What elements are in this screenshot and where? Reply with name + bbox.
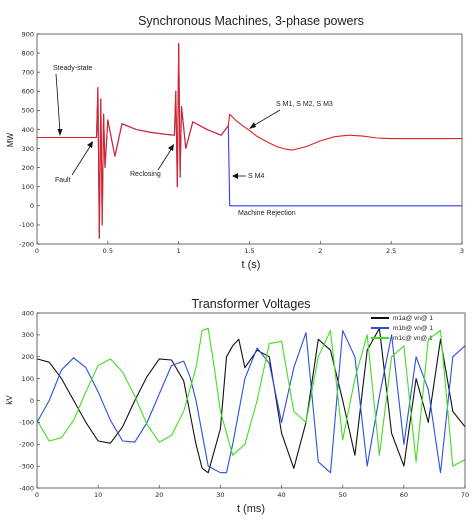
c2-series-line-2 <box>36 329 466 474</box>
c1-y-tick-label: 500 <box>22 107 34 115</box>
c2-series-line-1 <box>36 327 466 474</box>
c2-x-tick-label: 60 <box>400 491 408 499</box>
c1-y-tick-label: 700 <box>22 68 34 76</box>
annotation-machine-rejection: Machine Rejection <box>238 210 296 217</box>
chart1-x-axis: 0 0.5 1 1.5 2 2.5 3 <box>35 241 464 255</box>
c1-x-tick-label: 2 <box>318 247 322 255</box>
legend-label-m1c: m1c@ vn@ 1 <box>393 335 433 342</box>
arrowhead-fault <box>87 141 93 148</box>
c2-x-tick-label: 40 <box>277 491 285 499</box>
legend-label-m1b: m1b@ vn@ 1 <box>393 325 433 332</box>
c1-y-tick-label: 600 <box>22 88 34 96</box>
c2-y-tick-label: -200 <box>19 441 34 449</box>
c2-series-line-3 <box>36 327 466 467</box>
c2-x-tick-label: 30 <box>216 491 224 499</box>
c1-series-line-1 <box>37 42 462 239</box>
c1-x-tick-label: 1.5 <box>244 247 254 255</box>
chart-synchronous-machines: Synchronous Machines, 3-phase powers -20… <box>6 14 464 271</box>
arrow-sm123 <box>252 109 281 127</box>
annotation-fault: Fault <box>55 177 71 184</box>
arrowhead-steady-state <box>57 129 63 136</box>
c2-x-tick-label: 70 <box>461 491 469 499</box>
annotation-reclosing: Reclosing <box>130 171 161 178</box>
arrowhead-sm123 <box>249 122 256 129</box>
c2-x-tick-label: 20 <box>155 491 163 499</box>
c1-y-tick-label: -200 <box>19 240 34 248</box>
c1-y-tick-label: 100 <box>22 183 34 191</box>
chart1-plot-area <box>37 42 462 239</box>
c1-y-tick-label: 0 <box>30 202 34 210</box>
arrow-fault <box>71 144 92 176</box>
c2-x-tick-label: 50 <box>339 491 347 499</box>
chart2-y-axis: -400 -300 -200 -100 0 100 200 300 400 <box>19 309 40 492</box>
c1-x-tick-label: 1 <box>177 247 181 255</box>
chart2-x-axis: 0 10 20 30 40 50 60 70 <box>35 485 469 499</box>
chart1-title: Synchronous Machines, 3-phase powers <box>138 14 364 28</box>
arrow-reclosing <box>157 147 173 171</box>
annotation-sm123: S M1, S M2, S M3 <box>276 101 333 108</box>
c2-y-tick-label: 300 <box>22 331 34 339</box>
c1-y-tick-label: 800 <box>22 49 34 57</box>
chart2-x-axis-label: t (ms) <box>237 503 265 515</box>
arrow-steady-state <box>55 73 61 133</box>
chart2-title: Transformer Voltages <box>191 297 310 311</box>
chart1-x-axis-label: t (s) <box>242 259 261 271</box>
annotation-steady-state: Steady-state <box>53 65 92 72</box>
c1-x-tick-label: 0.5 <box>103 247 113 255</box>
legend-label-m1a: m1a@ vn@ 1 <box>393 315 433 322</box>
c2-y-tick-label: -400 <box>19 484 34 492</box>
c2-y-tick-label: -300 <box>19 462 34 470</box>
c2-y-tick-label: 0 <box>30 397 34 405</box>
c2-y-tick-label: 200 <box>22 353 34 361</box>
c2-x-tick-label: 0 <box>35 491 39 499</box>
arrowhead-sm4 <box>232 173 238 179</box>
chart2-y-axis-label: kV <box>5 395 14 405</box>
c1-y-tick-label: -100 <box>19 221 34 229</box>
chart1-y-axis: -200 -100 0 100 200 300 400 500 600 700 800 900 <box>19 30 40 248</box>
c1-y-tick-label: 900 <box>22 30 34 38</box>
chart2-plot-area <box>36 327 466 474</box>
c1-x-tick-label: 2.5 <box>386 247 396 255</box>
c1-y-tick-label: 400 <box>22 126 34 134</box>
c2-y-tick-label: 100 <box>22 375 34 383</box>
c2-y-tick-label: 400 <box>22 309 34 317</box>
chart1-y-axis-label: MW <box>6 132 15 147</box>
chart-transformer-voltages: Transformer Voltages -400 -300 -200 -100 0 10… <box>5 297 469 515</box>
c2-y-tick-label: -100 <box>19 419 34 427</box>
c1-x-tick-label: 3 <box>460 247 464 255</box>
chart1-annotations: Steady-state Fault Reclosing S M1, S M2,… <box>53 65 333 217</box>
chart2-legend: m1a@ vn@ 1 m1b@ vn@ 1 m1c@ vn@ 1 <box>371 315 433 342</box>
c1-x-tick-label: 0 <box>35 247 39 255</box>
c2-x-tick-label: 10 <box>94 491 102 499</box>
annotation-sm4: S M4 <box>248 173 264 180</box>
arrowhead-reclosing <box>168 144 174 151</box>
c1-y-tick-label: 300 <box>22 145 34 153</box>
c1-y-tick-label: 200 <box>22 164 34 172</box>
